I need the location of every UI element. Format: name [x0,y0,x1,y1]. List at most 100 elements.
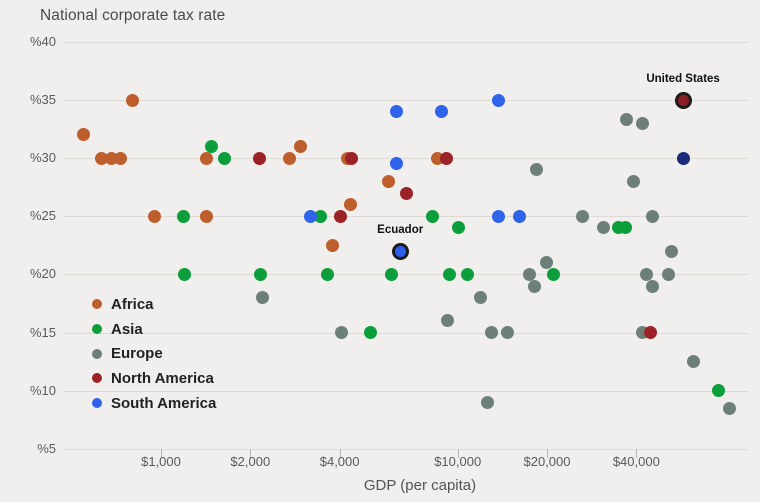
data-point[interactable] [304,209,318,223]
data-point[interactable] [576,209,590,223]
data-point[interactable] [640,267,654,281]
data-point[interactable] [491,209,505,223]
data-point[interactable] [481,395,495,409]
data-point[interactable] [385,267,399,281]
data-point[interactable] [314,209,328,223]
x-tick-label: $2,000 [230,454,271,469]
x-tick-label: $1,000 [141,454,181,469]
data-point[interactable] [712,384,726,398]
data-point[interactable] [364,326,378,340]
data-point[interactable] [645,279,659,293]
y-tick-label: %15 [29,324,56,340]
data-point[interactable] [113,151,127,165]
data-point[interactable] [252,151,266,165]
data-point[interactable] [399,186,413,200]
x-tick [636,449,638,458]
data-point[interactable] [677,151,691,165]
legend-swatch [92,348,102,359]
data-point[interactable] [512,209,526,223]
x-tick [250,449,252,458]
data-point-label: Ecuador [377,224,424,237]
data-point[interactable] [645,209,659,223]
data-point[interactable] [334,209,348,223]
data-point[interactable] [527,279,541,293]
data-point[interactable] [255,291,269,305]
data-point[interactable] [440,151,454,165]
data-point[interactable] [546,267,560,281]
data-point[interactable] [539,256,553,270]
data-point[interactable] [177,267,191,281]
data-point[interactable] [523,267,537,281]
data-point[interactable] [484,326,498,340]
data-point[interactable] [620,113,634,127]
data-point[interactable] [723,401,737,415]
data-point[interactable] [283,151,297,165]
data-point[interactable] [254,267,268,281]
legend: Africa Asia Europe North America South Ameri… [92,292,216,415]
legend-label: North America [111,369,214,387]
data-point[interactable] [530,163,544,177]
data-point[interactable] [294,140,308,153]
data-point-label: United States [646,73,720,85]
data-point[interactable] [452,221,466,235]
data-point[interactable] [125,93,139,107]
data-point[interactable] [596,221,610,235]
x-tick [457,449,459,458]
y-gridline [63,448,748,450]
x-tick-label: $20,000 [523,454,571,469]
data-point[interactable] [491,93,505,107]
data-point[interactable] [382,174,396,188]
legend-item-europe: Europe [92,341,216,366]
legend-item-africa: Africa [92,292,216,317]
legend-label: Africa [111,295,154,313]
data-point[interactable] [199,151,213,165]
data-point[interactable] [644,326,658,340]
data-point[interactable] [426,209,440,223]
data-point[interactable] [94,151,108,165]
data-point[interactable] [674,91,692,109]
data-point[interactable] [335,326,349,340]
data-point[interactable] [205,140,219,153]
data-point[interactable] [77,128,91,142]
legend-swatch [92,299,102,310]
data-point[interactable] [199,209,213,223]
data-point[interactable] [345,151,359,165]
legend-swatch [92,324,102,335]
data-point[interactable] [430,151,444,165]
y-gridline [63,216,748,218]
data-point[interactable] [473,291,487,305]
y-tick-label: %30 [29,150,56,166]
data-point[interactable] [443,267,457,281]
data-point[interactable] [500,326,514,340]
data-point[interactable] [441,314,455,328]
y-gridline [63,100,748,101]
data-point[interactable] [662,267,676,281]
data-point[interactable] [687,355,701,369]
data-point[interactable] [343,198,357,212]
data-point[interactable] [626,174,640,188]
y-tick-label: %25 [29,208,56,224]
data-point[interactable] [461,267,475,281]
data-point[interactable] [665,244,679,258]
legend-label: Europe [111,345,163,363]
y-tick-label: %20 [29,266,56,282]
data-point[interactable] [147,209,161,223]
data-point[interactable] [218,151,232,165]
data-point[interactable] [176,209,190,223]
y-gridline [63,158,748,160]
x-tick-label: $40,000 [612,454,660,469]
x-tick [161,449,162,458]
data-point[interactable] [434,105,448,119]
y-tick-label: %10 [29,382,56,398]
legend-label: South America [111,394,217,412]
data-point[interactable] [635,116,649,130]
legend-item-south-america: South America [92,391,216,416]
data-point[interactable] [391,242,409,260]
data-point[interactable] [619,221,633,235]
x-tick-label: $4,000 [319,454,360,469]
data-point[interactable] [390,105,404,119]
data-point[interactable] [390,157,404,171]
data-point[interactable] [325,238,339,252]
data-point[interactable] [320,267,334,281]
x-tick [547,449,549,458]
